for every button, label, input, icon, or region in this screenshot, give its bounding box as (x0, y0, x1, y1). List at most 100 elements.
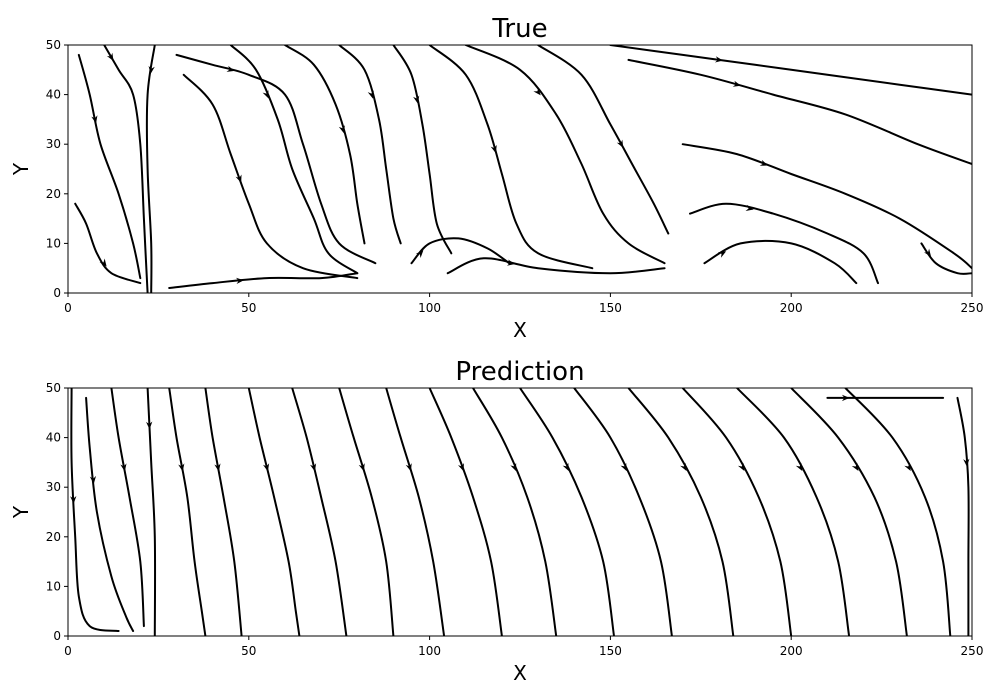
x-tick-label: 250 (961, 644, 984, 658)
streamline-arrow (795, 462, 803, 472)
plot-frame (67, 387, 973, 637)
streamline-arrow (714, 56, 724, 63)
streamline-arrow (732, 80, 742, 87)
streamline-arrow (405, 463, 412, 472)
streamline (956, 396, 970, 636)
streamline-arrow (510, 462, 517, 472)
x-tick-label: 200 (780, 644, 803, 658)
panel-prediction: Prediction 0 50 100 150 200 250 0 10 20 30 40 50 X Y (9, 357, 983, 685)
y-tick-label: 40 (46, 431, 61, 445)
y-tick-label: 30 (46, 480, 61, 494)
streamlines (74, 45, 972, 293)
streamline (681, 143, 972, 270)
streamline-arrow (759, 159, 769, 166)
streamline-arrow (841, 394, 850, 402)
x-tick-label: 200 (780, 301, 803, 315)
x-tick-label: 0 (64, 644, 72, 658)
streamline (790, 388, 908, 636)
panel-true: True 0 50 100 150 200 250 0 10 20 30 40 50 X Y (9, 14, 983, 342)
streamline (291, 388, 348, 636)
y-axis-label: Y (9, 162, 33, 176)
streamline (609, 45, 972, 96)
streamline-arrow (963, 458, 970, 467)
streamline-arrow (924, 248, 932, 257)
x-tick-label: 250 (961, 301, 984, 315)
streamline (573, 388, 673, 636)
chart-title: True (491, 14, 547, 44)
y-tick-label: 20 (46, 530, 61, 544)
streamline-arrow (620, 462, 627, 472)
streamline (627, 58, 972, 165)
x-tick-label: 50 (241, 644, 256, 658)
streamline (681, 388, 793, 636)
streamline-arrow (262, 463, 270, 472)
streamline (703, 239, 858, 285)
streamline-arrow (680, 462, 687, 472)
x-tick-label: 100 (418, 301, 441, 315)
streamline-arrow (148, 65, 155, 74)
streamline-arrow (717, 251, 727, 258)
streamline (175, 53, 377, 265)
streamline (392, 45, 453, 255)
x-tick-label: 50 (241, 301, 256, 315)
streamline-arrow (120, 463, 127, 472)
streamline-arrow (178, 463, 185, 472)
streamline (519, 388, 615, 636)
streamline-arrow (146, 421, 153, 430)
streamline (537, 45, 670, 235)
streamline-arrow (226, 65, 235, 72)
streamline-arrow (358, 463, 365, 472)
streamline-arrow (367, 90, 374, 99)
chart-title: Prediction (455, 357, 584, 387)
y-tick-label: 10 (46, 579, 61, 593)
y-tick-label: 50 (46, 38, 61, 52)
streamline-arrow (235, 174, 242, 183)
streamline (736, 388, 851, 636)
x-axis-label: X (513, 318, 527, 342)
streamline (77, 53, 142, 280)
y-tick-label: 30 (46, 137, 61, 151)
streamline (168, 388, 207, 636)
y-tick-label: 50 (46, 381, 61, 395)
streamline-arrow (562, 462, 569, 472)
y-tick-label: 20 (46, 187, 61, 201)
x-axis-label: X (513, 661, 527, 685)
streamline-arrow (99, 258, 107, 267)
x-tick-label: 150 (599, 644, 622, 658)
x-tick-label: 100 (418, 644, 441, 658)
streamline (446, 257, 666, 275)
streamline-arrow (338, 125, 345, 134)
streamline-arrow (214, 463, 221, 472)
streamline-arrow (457, 462, 464, 472)
plot-frame (67, 44, 973, 294)
streamline-arrow (533, 87, 541, 96)
streamline-arrow (70, 495, 77, 504)
streamline (74, 202, 142, 285)
streamline-arrow (904, 462, 911, 472)
streamline-arrow (262, 90, 269, 99)
streamline (182, 73, 359, 280)
streamline-arrow (737, 462, 745, 472)
streamline-arrow (415, 250, 424, 259)
streamline (428, 45, 594, 270)
streamline-arrow (310, 463, 317, 472)
streamline (428, 388, 503, 636)
streamline-arrow (106, 52, 114, 62)
streamline (338, 45, 402, 245)
streamline-arrow (745, 204, 754, 212)
streamline (844, 388, 952, 636)
streamline (247, 388, 301, 636)
streamline (204, 388, 243, 636)
streamline-arrow (413, 95, 420, 104)
x-tick-label: 150 (599, 301, 622, 315)
streamline (168, 272, 359, 289)
y-tick-label: 0 (53, 629, 61, 643)
streamline-arrow (89, 475, 97, 484)
streamline (385, 388, 446, 636)
streamline-arrow (490, 144, 497, 154)
streamline (103, 45, 149, 293)
streamline (410, 237, 511, 265)
streamline (145, 45, 156, 293)
streamline (627, 388, 735, 636)
